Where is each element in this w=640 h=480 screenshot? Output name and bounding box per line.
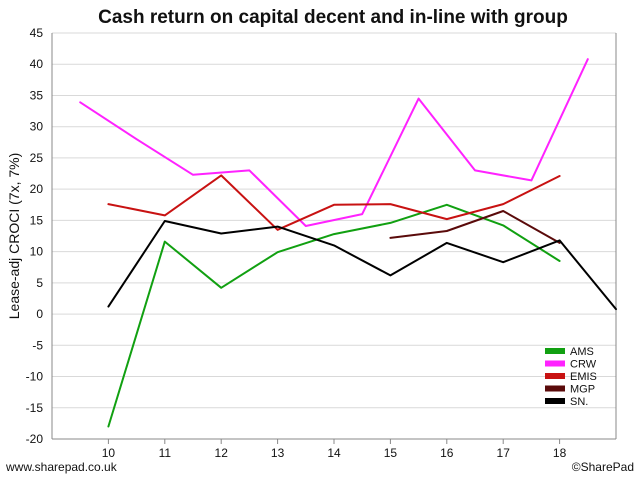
series-line-emis: [107, 174, 561, 231]
y-tick-label: 35: [30, 88, 44, 102]
y-tick-label: 45: [30, 26, 44, 40]
y-tick-label: -5: [32, 338, 43, 352]
x-tick-label: 16: [440, 446, 454, 460]
x-tick-label: 15: [384, 446, 398, 460]
series-line-ams: [107, 203, 561, 428]
x-tick-label: 12: [215, 446, 229, 460]
series-line-mgp: [389, 210, 561, 244]
legend-swatch-mgp: [545, 385, 565, 392]
series-line-crw: [79, 58, 589, 227]
series-lines: [79, 58, 617, 428]
y-tick-label: 15: [30, 213, 44, 227]
legend-swatch-crw: [545, 360, 565, 367]
x-tick-label: 14: [327, 446, 341, 460]
axes: [51, 33, 617, 440]
x-tick-label: 10: [102, 446, 116, 460]
legend-swatch-sn: [545, 398, 565, 404]
y-tick-label: 5: [36, 276, 43, 290]
legend-label-emis: EMIS: [570, 371, 597, 383]
legend-label-sn: SN.: [570, 396, 588, 408]
y-tick-label: 25: [30, 151, 44, 165]
grid: [52, 32, 616, 440]
legend-swatch-ams: [545, 348, 565, 354]
y-tick-label: -10: [26, 370, 44, 384]
y-tick-label: 10: [30, 245, 44, 259]
y-tick-label: -20: [26, 432, 44, 446]
y-tick-label: 40: [30, 57, 44, 71]
legend-label-ams: AMS: [570, 346, 594, 358]
footer-copyright: ©SharePad: [572, 460, 634, 474]
y-axis-label: Lease-adj CROCI (7x, 7%): [6, 153, 22, 320]
x-tick-label: 11: [159, 446, 172, 460]
x-tick-labels: 10 11 12 13 14 15 16 17 18: [102, 439, 567, 460]
y-tick-label: 30: [30, 120, 44, 134]
legend-label-mgp: MGP: [570, 384, 595, 396]
y-tick-labels: -20 -15 -10 -5 0 5 10 15 20 25 30 35 40 45: [26, 26, 44, 446]
chart-title: Cash return on capital decent and in-lin…: [98, 7, 568, 28]
legend-label-crw: CRW: [570, 359, 597, 371]
x-tick-label: 17: [497, 446, 511, 460]
x-tick-label: 18: [553, 446, 567, 460]
x-tick-label: 13: [271, 446, 285, 460]
y-tick-label: -15: [26, 401, 44, 415]
series-line-sn: [107, 220, 617, 311]
legend-swatch-emis: [545, 373, 565, 379]
footer-website: www.sharepad.co.uk: [5, 460, 118, 474]
y-tick-label: 20: [30, 182, 44, 196]
y-tick-label: 0: [36, 307, 43, 321]
